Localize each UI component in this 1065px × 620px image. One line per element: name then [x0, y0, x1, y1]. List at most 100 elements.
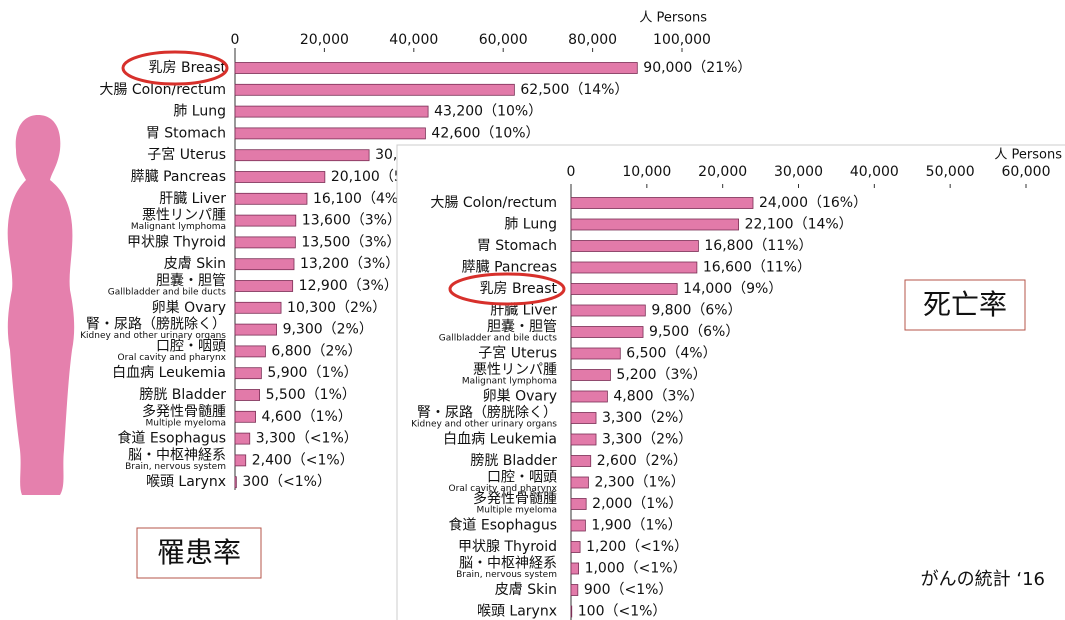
x-tick-label: 50,000 [926, 164, 975, 180]
value-label: 24,000（16%） [759, 195, 867, 211]
bar [571, 563, 579, 574]
x-tick-label: 40,000 [850, 164, 899, 180]
bar [235, 237, 295, 248]
y-tick-sublabel: Brain, nervous system [456, 570, 557, 580]
value-label: 42,600（10%） [431, 125, 539, 141]
y-tick-sublabel: Gallbladder and bile ducts [108, 288, 227, 298]
value-label: 4,800（3%） [613, 389, 703, 405]
value-label: 14,000（9%） [683, 281, 782, 297]
y-tick-sublabel: Kidney and other urinary organs [411, 420, 557, 430]
bar [571, 542, 580, 553]
female-silhouette [8, 115, 75, 495]
bar [571, 348, 620, 359]
value-label: 900（<1%） [584, 582, 673, 598]
value-label: 3,300（2%） [602, 432, 692, 448]
source: がんの統計 ‘16 [921, 569, 1045, 590]
value-label: 2,600（2%） [597, 453, 687, 469]
bar [235, 150, 369, 161]
bar [571, 305, 645, 316]
value-label: 2,400（<1%） [252, 452, 354, 468]
value-label: 1,900（1%） [591, 518, 681, 534]
x-tick-label: 20,000 [300, 32, 349, 48]
value-label: 62,500（14%） [520, 82, 628, 98]
bar [571, 284, 677, 295]
y-tick-label: 乳房 Breast [480, 281, 558, 297]
y-tick-label: 膵臓 Pancreas [131, 169, 226, 185]
value-label: 12,900（3%） [299, 278, 398, 294]
y-tick-sublabel: Malignant lymphoma [462, 377, 557, 387]
y-tick-label: 胃 Stomach [146, 125, 226, 141]
bar [235, 193, 307, 204]
y-tick-label: 子宮 Uterus [147, 147, 226, 163]
value-label: 100（<1%） [578, 604, 667, 620]
value-label: 6,500（4%） [626, 346, 716, 362]
value-label: 9,800（6%） [651, 303, 741, 319]
bar [235, 433, 250, 444]
bar [235, 368, 261, 379]
y-tick-label: 白血病 Leukemia [443, 432, 557, 448]
bar [235, 346, 265, 357]
chart-title: 死亡率 [923, 288, 1007, 321]
bar [235, 63, 637, 74]
bar [571, 370, 610, 381]
value-label: 5,200（3%） [616, 367, 706, 383]
y-tick-sublabel: Malignant lymphoma [131, 222, 226, 232]
value-label: 16,800（11%） [704, 238, 812, 254]
bar [235, 84, 514, 95]
bar [235, 455, 246, 466]
bar [571, 413, 596, 424]
x-tick-label: 80,000 [568, 32, 617, 48]
bar [235, 477, 236, 488]
bar [571, 262, 697, 273]
bar [235, 106, 428, 117]
bar [235, 302, 281, 313]
y-tick-label: 多発性骨髄腫 [142, 403, 226, 420]
bar [235, 411, 256, 422]
value-label: 22,100（14%） [745, 217, 853, 233]
bar [235, 324, 277, 335]
bar [571, 606, 572, 617]
x-axis-unit: 人 Persons [639, 11, 707, 26]
x-tick-label: 60,000 [479, 32, 528, 48]
chart-title: 罹患率 [157, 536, 241, 569]
value-label: 3,300（<1%） [256, 431, 358, 447]
y-tick-label: 乳房 Breast [149, 60, 227, 76]
bar [571, 198, 753, 209]
x-tick-label: 0 [567, 164, 576, 180]
bar [571, 520, 585, 531]
y-tick-label: 膀胱 Bladder [470, 452, 557, 469]
y-tick-label: 白血病 Leukemia [112, 365, 226, 381]
bar [235, 215, 296, 226]
y-tick-label: 甲状腺 Thyroid [127, 234, 226, 250]
y-tick-label: 子宮 Uterus [478, 346, 557, 362]
y-tick-label: 腎・尿路（膀胱除く） [417, 404, 557, 421]
y-tick-label: 卵巣 Ovary [152, 300, 226, 316]
x-tick-label: 40,000 [389, 32, 438, 48]
y-tick-label: 多発性骨髄腫 [473, 490, 557, 507]
y-tick-label: 肺 Lung [504, 217, 557, 233]
y-tick-label: 膀胱 Bladder [139, 386, 226, 403]
bar [571, 499, 586, 510]
value-label: 2,300（1%） [594, 475, 684, 491]
value-label: 3,300（2%） [602, 410, 692, 426]
y-tick-label: 皮膚 Skin [495, 582, 557, 598]
value-label: 13,500（3%） [301, 234, 400, 250]
y-tick-sublabel: Gallbladder and bile ducts [439, 334, 558, 344]
y-tick-label: 胃 Stomach [477, 238, 557, 254]
value-label: 6,800（2%） [271, 343, 361, 359]
bar [235, 128, 425, 139]
bar [571, 585, 578, 596]
y-tick-label: 卵巣 Ovary [483, 389, 557, 405]
x-tick-label: 30,000 [774, 164, 823, 180]
value-label: 16,600（11%） [703, 260, 811, 276]
x-axis-unit: 人 Persons [994, 148, 1062, 163]
bar [571, 434, 596, 445]
y-tick-label: 肺 Lung [173, 104, 226, 120]
bar [571, 477, 588, 488]
bar [571, 219, 739, 230]
y-tick-label: 甲状腺 Thyroid [458, 539, 557, 555]
y-tick-sublabel: Multiple myeloma [145, 418, 226, 428]
bar [235, 281, 293, 292]
y-tick-label: 喉頭 Larynx [146, 474, 226, 490]
bar [235, 172, 325, 183]
